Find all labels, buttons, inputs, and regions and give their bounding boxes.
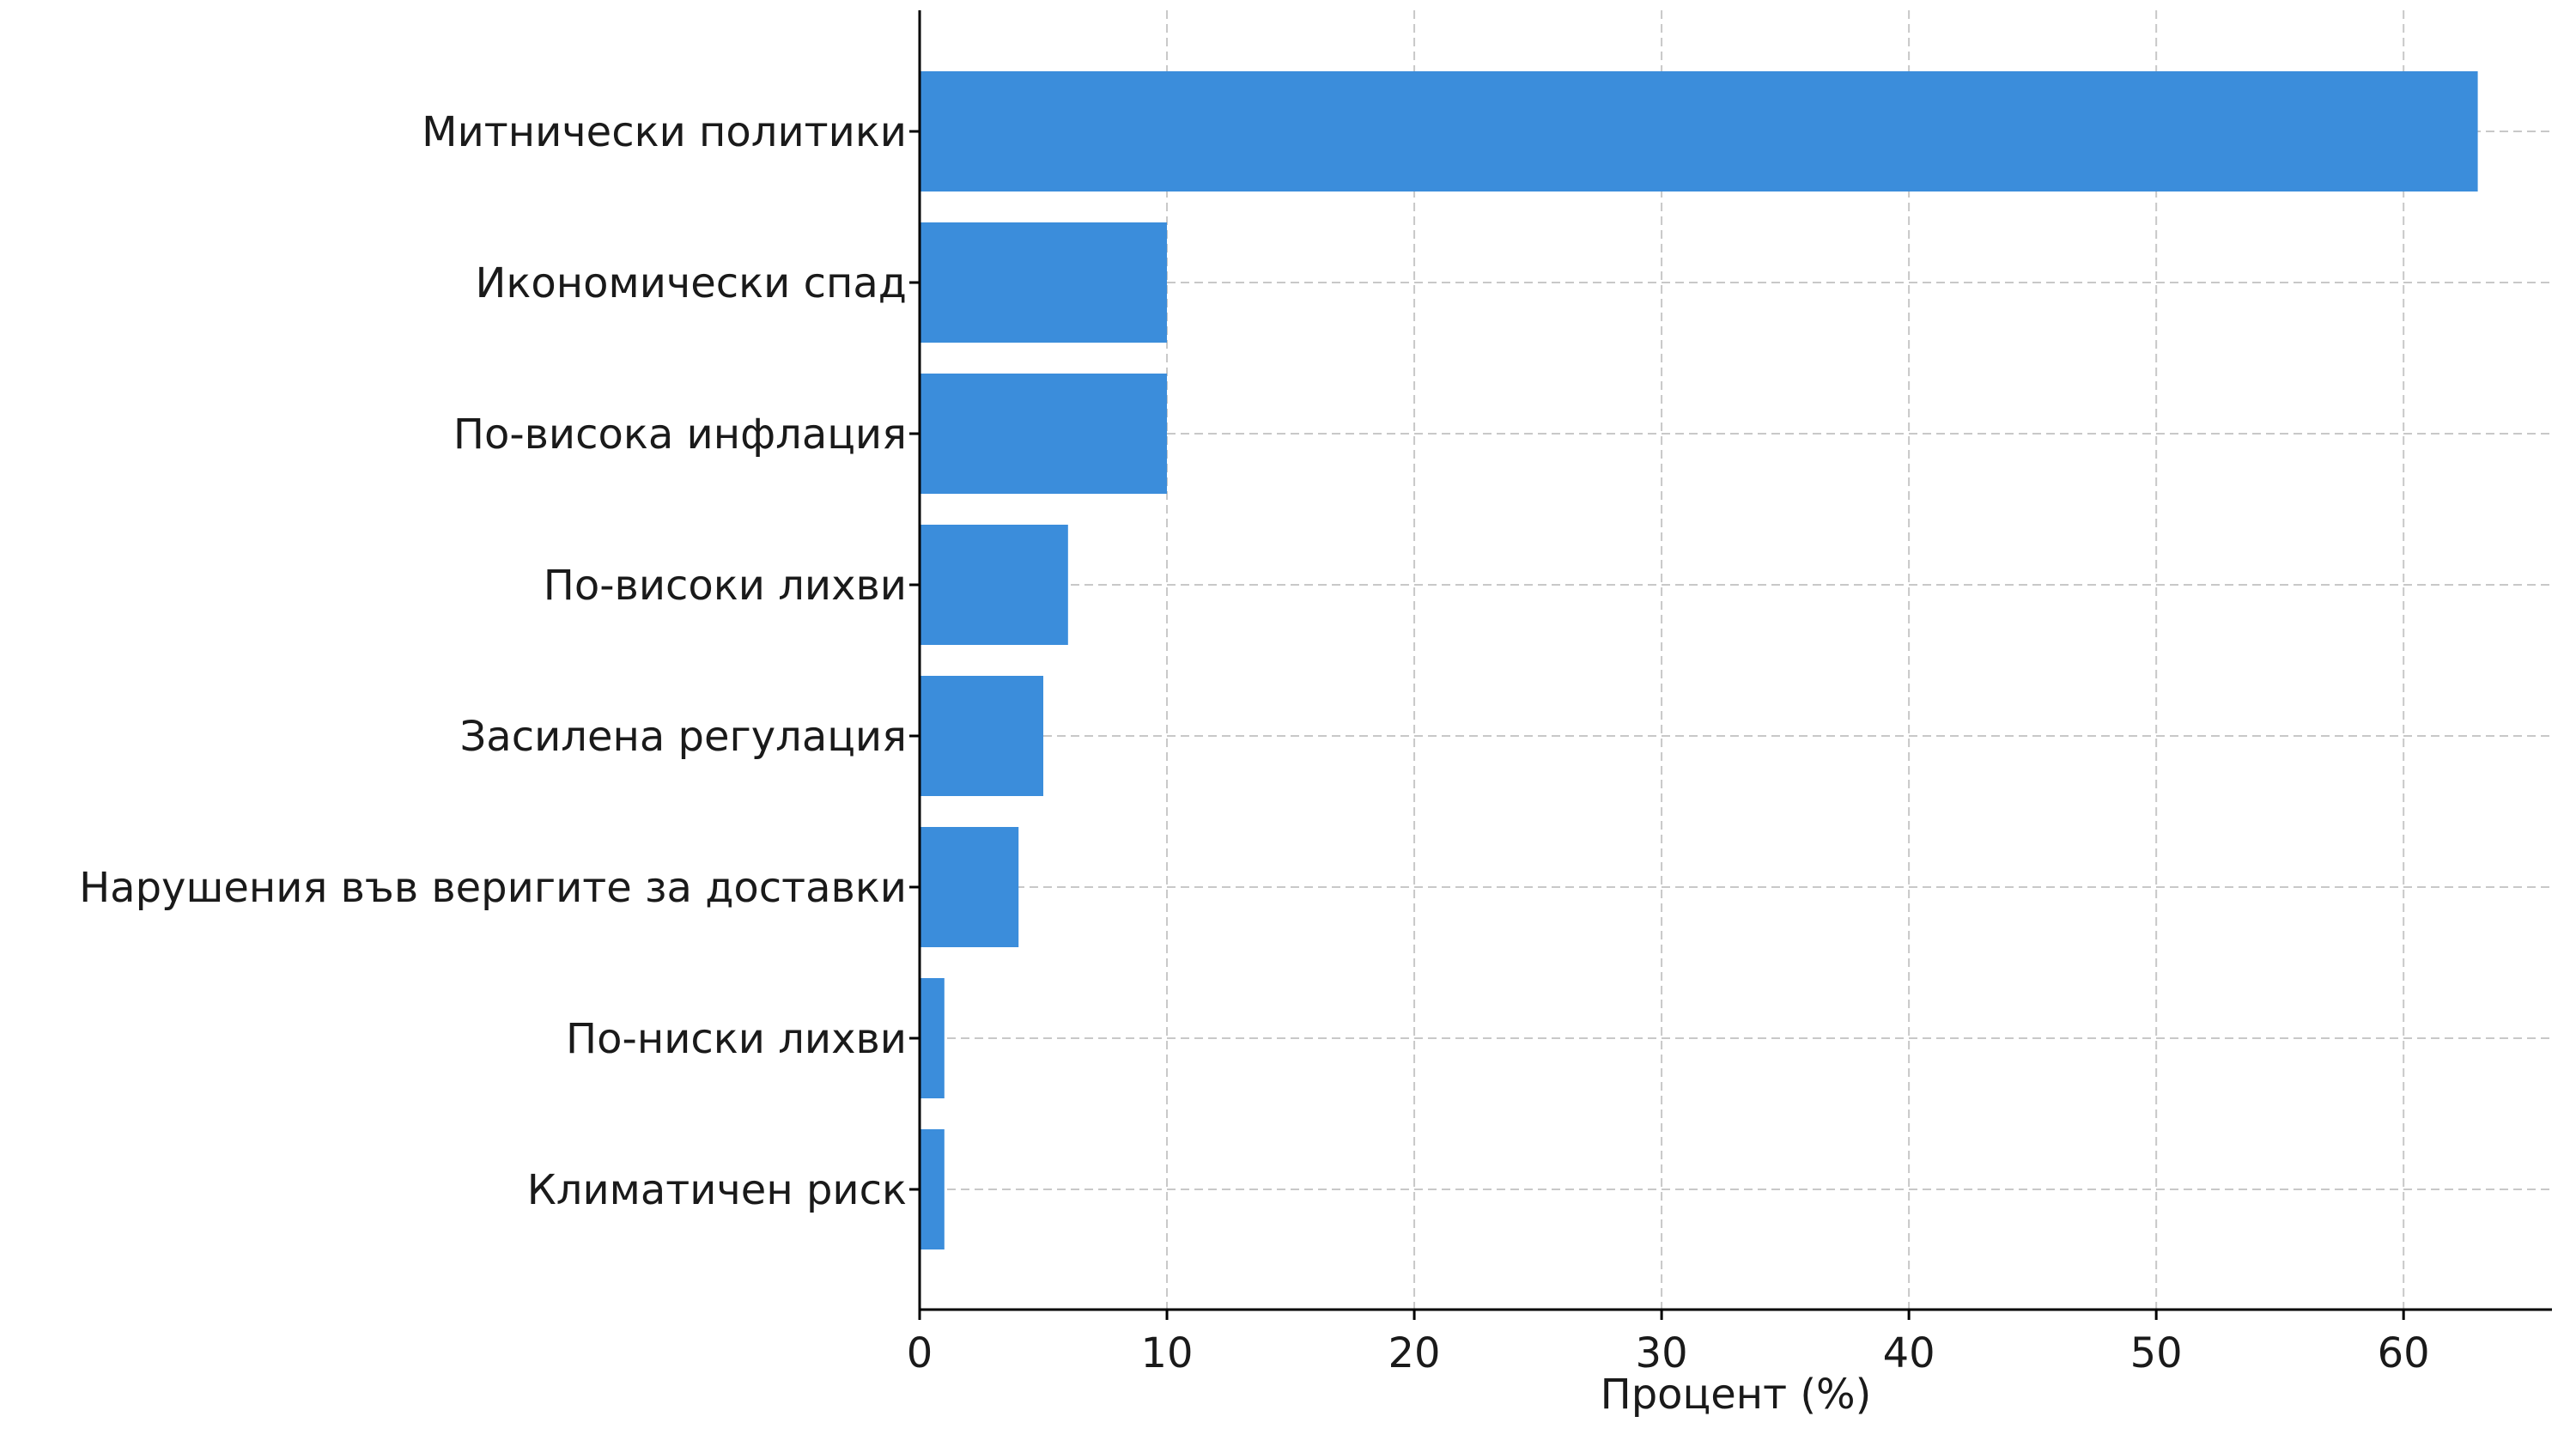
bar <box>920 71 2478 192</box>
category-label: Нарушения във веригите за доставки <box>79 864 907 912</box>
y-tick-marks <box>909 130 920 1191</box>
x-tick-label: 40 <box>1883 1329 1935 1377</box>
bars <box>920 71 2478 1249</box>
x-tick-label: 60 <box>2378 1329 2430 1377</box>
bar <box>920 978 945 1098</box>
category-label: По-високи лихви <box>544 562 907 610</box>
x-tick-label: 10 <box>1140 1329 1193 1377</box>
x-tick-marks <box>918 1310 2405 1320</box>
category-labels: Митнически политики Икономически спад По-в… <box>79 108 907 1214</box>
category-label: Икономически спад <box>475 259 907 307</box>
x-tick-label: 30 <box>1636 1329 1688 1377</box>
bar <box>920 222 1168 343</box>
grid-lines <box>919 10 2552 1310</box>
bar <box>920 1129 945 1249</box>
x-tick-labels: 0 10 20 30 40 50 60 <box>907 1329 2430 1377</box>
bar <box>920 827 1019 947</box>
bar <box>920 525 1068 645</box>
category-label: Митнически политики <box>422 108 907 156</box>
x-tick-label: 0 <box>907 1329 933 1377</box>
category-label: По-ниски лихви <box>566 1015 907 1063</box>
bar <box>920 374 1168 494</box>
x-tick-label: 50 <box>2130 1329 2183 1377</box>
category-label: По-висока инфлация <box>453 410 907 459</box>
category-label: Климатичен риск <box>527 1166 907 1214</box>
bar <box>920 676 1044 796</box>
x-tick-label: 20 <box>1388 1329 1441 1377</box>
category-label: Засилена регулация <box>460 713 908 761</box>
x-axis-title: Процент (%) <box>1601 1371 1872 1419</box>
